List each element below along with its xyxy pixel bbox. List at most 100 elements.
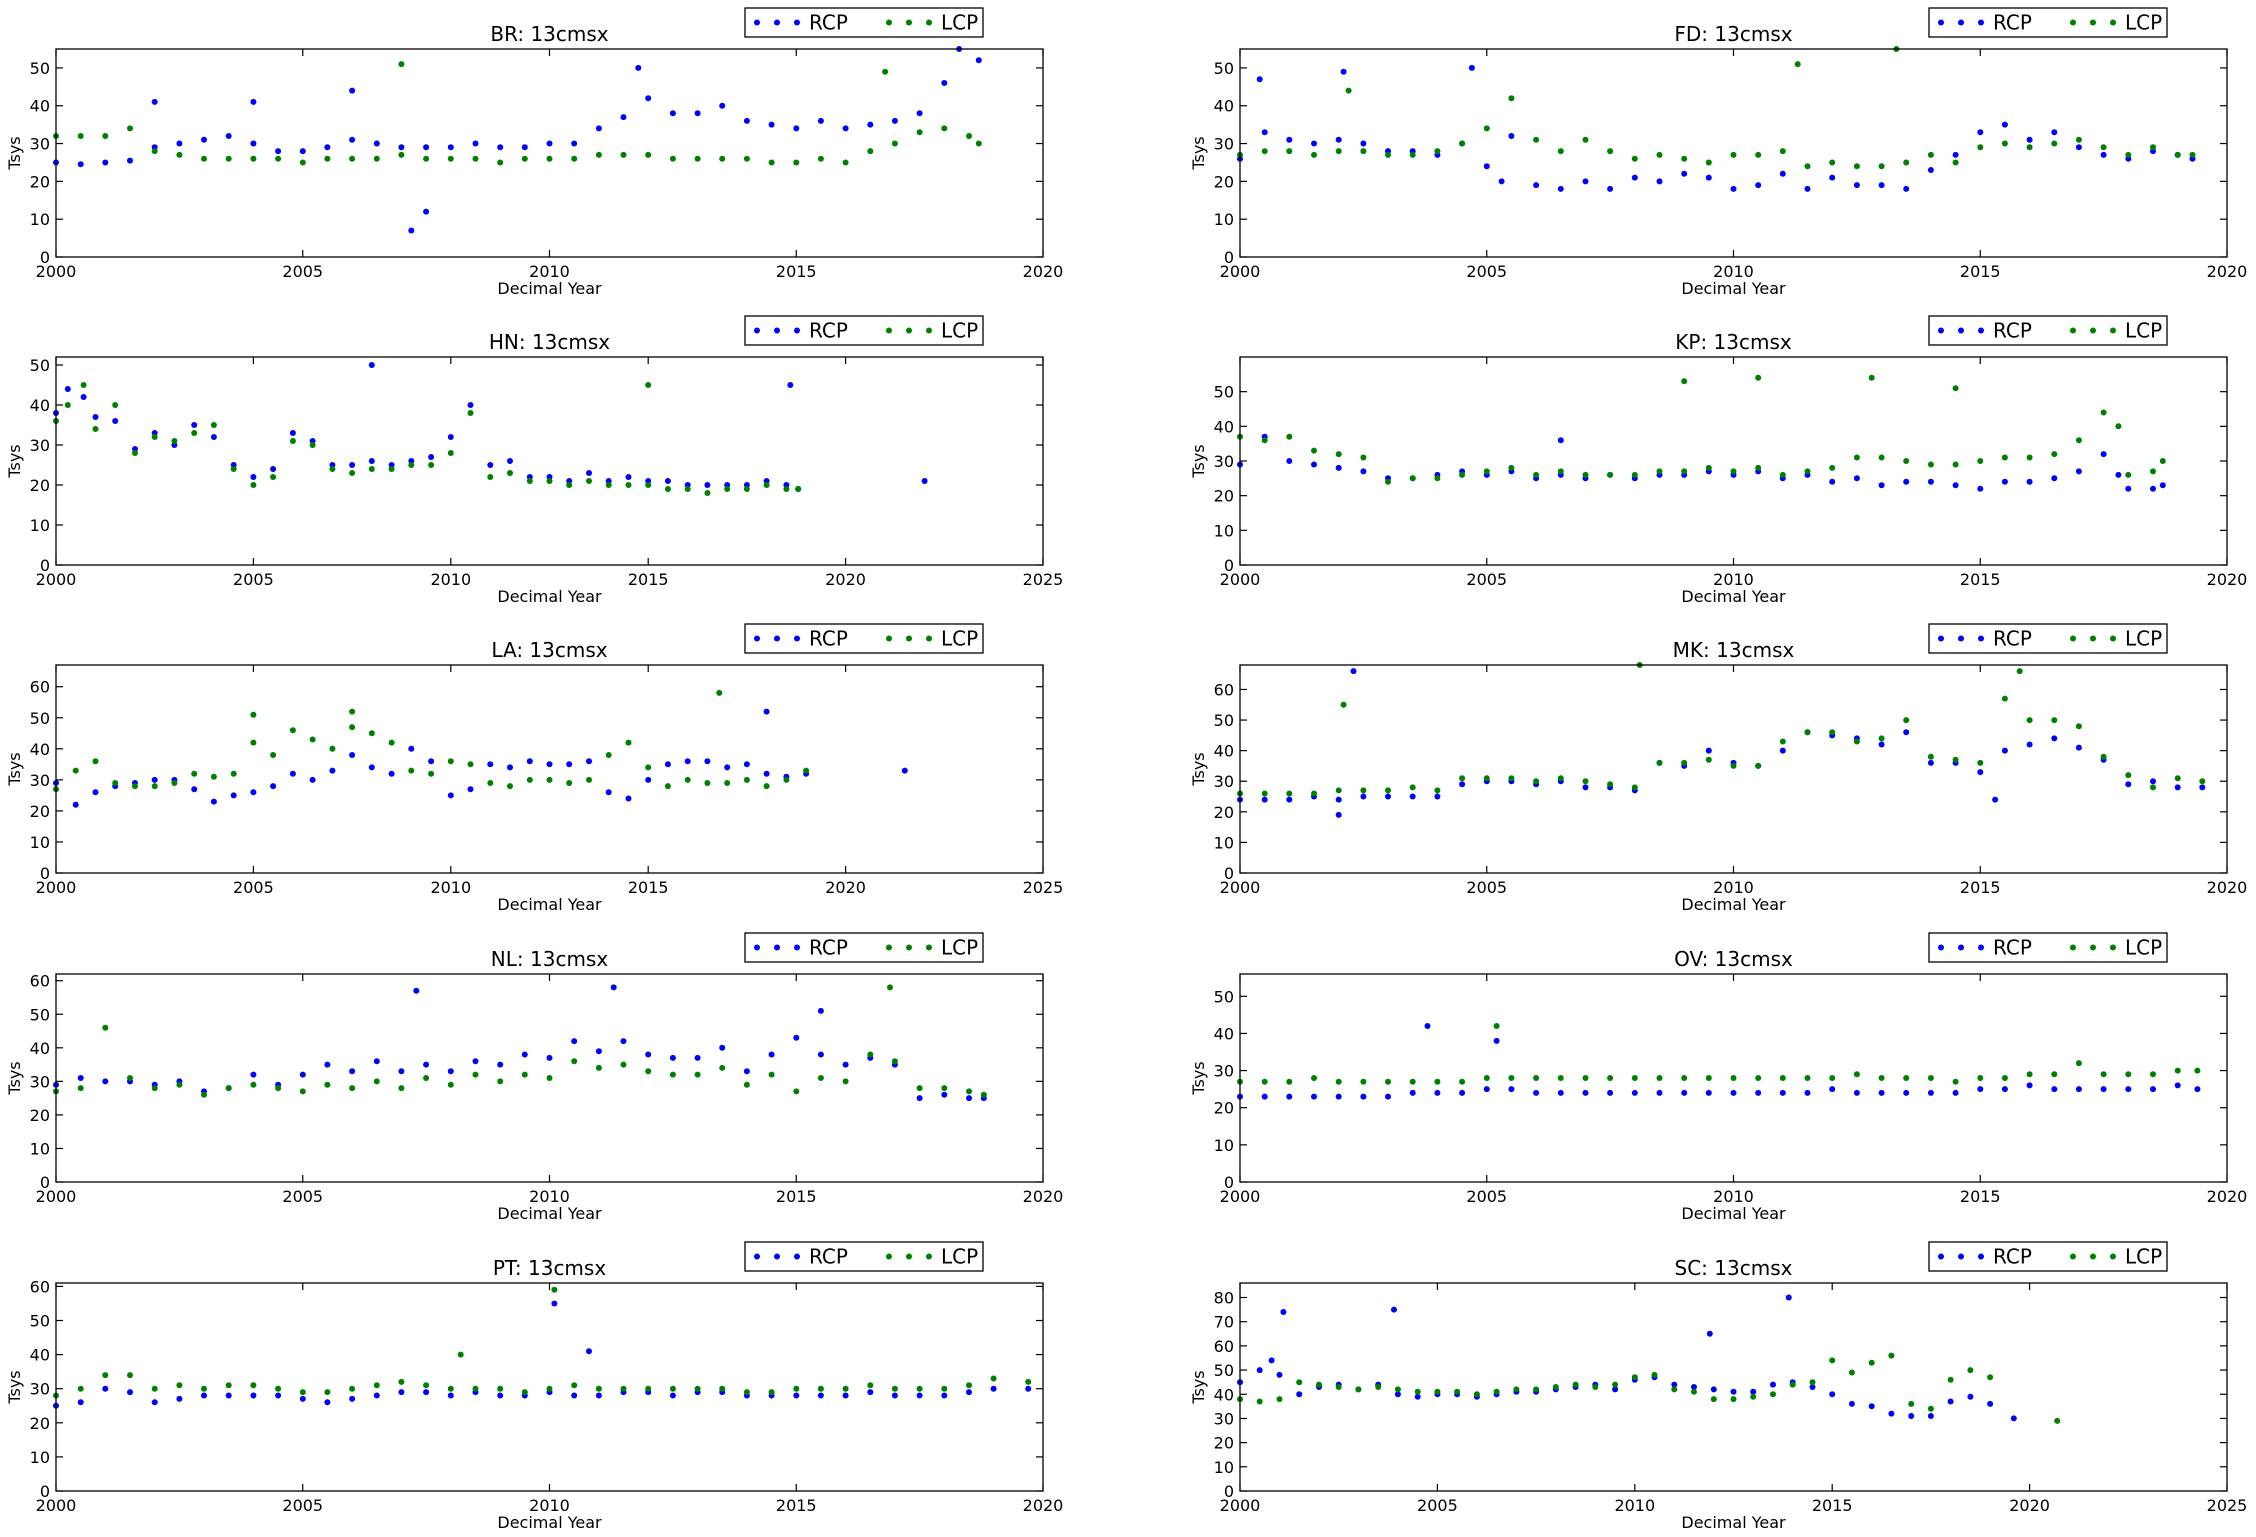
data-point: [817, 1385, 824, 1392]
y-tick-label: 10: [30, 833, 50, 852]
data-point: [595, 1385, 602, 1392]
legend-marker: [1938, 635, 1944, 642]
data-point: [1829, 478, 1836, 485]
data-point: [1276, 1371, 1283, 1378]
data-point: [398, 144, 405, 151]
data-point: [571, 1382, 578, 1389]
data-point: [225, 1382, 232, 1389]
x-axis-label: Decimal Year: [497, 895, 602, 914]
data-point: [1804, 1075, 1811, 1081]
data-point: [2075, 1060, 2082, 1067]
chart-title: NL: 13cmsx: [491, 947, 609, 971]
x-tick-label: 2020: [2207, 570, 2248, 589]
x-tick-label: 2010: [430, 878, 471, 897]
data-point: [1755, 762, 1762, 769]
data-point: [1927, 759, 1934, 766]
data-point: [2026, 717, 2033, 724]
data-point: [64, 386, 71, 392]
data-point: [1878, 1089, 1885, 1096]
data-point: [1409, 151, 1416, 158]
data-point: [867, 121, 874, 128]
y-tick-label: 10: [1214, 1136, 1234, 1155]
data-point: [1533, 471, 1540, 478]
legend-frame: [1928, 623, 2168, 654]
legend-marker: [2090, 19, 2096, 26]
data-point: [1316, 1381, 1322, 1388]
data-point: [80, 394, 87, 400]
y-tick-label: 60: [30, 678, 50, 697]
data-point: [1952, 385, 1959, 392]
data-point: [664, 486, 671, 492]
data-point: [1355, 1386, 1362, 1393]
data-point: [768, 1389, 775, 1396]
data-point: [1967, 1393, 1974, 1400]
data-point: [1276, 1396, 1283, 1403]
data-point: [743, 155, 750, 162]
data-point: [2075, 437, 2082, 444]
y-tick-label: 50: [1214, 987, 1234, 1006]
data-point: [472, 1071, 479, 1078]
data-point: [250, 482, 257, 488]
data-point: [472, 1385, 479, 1392]
data-point: [1612, 1386, 1619, 1393]
x-tick-label: 2015: [1960, 570, 2001, 589]
data-point: [620, 1385, 627, 1392]
x-tick-label: 2015: [776, 1496, 817, 1515]
axes-frame: [55, 356, 1044, 566]
data-point: [102, 1024, 109, 1031]
y-tick-label: 10: [1214, 521, 1234, 540]
legend-frame: [744, 1241, 984, 1272]
legend-marker: [1978, 1253, 1984, 1260]
y-tick-label: 20: [30, 1106, 50, 1125]
data-point: [1977, 1075, 1984, 1081]
data-point: [2001, 478, 2008, 485]
data-point: [743, 761, 750, 768]
data-point: [388, 466, 395, 472]
y-axis-label: Tsys: [1189, 136, 1208, 170]
data-point: [1809, 1379, 1816, 1386]
legend-frame: [744, 7, 984, 38]
data-point: [250, 789, 257, 796]
legend-marker: [926, 327, 932, 334]
data-point: [1952, 756, 1959, 763]
data-point: [546, 155, 553, 162]
data-point: [2010, 1415, 2017, 1422]
data-point: [1582, 136, 1589, 143]
x-tick-label: 2020: [1023, 262, 1064, 281]
y-tick-label: 0: [40, 1482, 50, 1501]
data-point: [1256, 1398, 1263, 1405]
data-point: [645, 482, 652, 488]
data-point: [1952, 1078, 1959, 1085]
y-tick-label: 20: [30, 1414, 50, 1433]
data-point: [2125, 151, 2132, 158]
subplot-sc: 2000 2005 2010 2015 2020 2025 0 10 20 30 40 50 60 70 8…: [1189, 1241, 2247, 1532]
y-tick-label: 10: [30, 210, 50, 229]
data-point: [1493, 1388, 1500, 1395]
data-point: [2150, 144, 2156, 151]
data-point: [551, 1286, 558, 1293]
data-point: [151, 148, 158, 155]
legend-marker: [754, 19, 760, 26]
data-point: [349, 1385, 356, 1392]
data-point: [250, 1071, 257, 1078]
y-axis-label: Tsys: [1189, 444, 1208, 478]
x-tick-label: 2005: [282, 1187, 323, 1206]
data-point: [309, 776, 316, 783]
data-point: [1483, 125, 1490, 132]
x-tick-label: 2010: [1713, 878, 1754, 897]
data-point: [1607, 471, 1614, 478]
data-point: [423, 1382, 430, 1389]
data-point: [2026, 454, 2033, 461]
data-point: [507, 783, 513, 790]
legend-marker: [1958, 1253, 1964, 1260]
data-point: [102, 1385, 109, 1392]
data-point: [1261, 796, 1268, 803]
data-point: [1360, 793, 1367, 800]
data-point: [2051, 451, 2058, 458]
data-point: [225, 1392, 232, 1399]
data-point: [171, 780, 178, 786]
data-point: [1311, 151, 1317, 158]
data-point: [225, 133, 232, 139]
legend-marker: [1938, 944, 1944, 951]
subplot-ov: 2000 2005 2010 2015 2020 0 10 20 30 40 50 OV: 13cms…: [1189, 932, 2247, 1223]
